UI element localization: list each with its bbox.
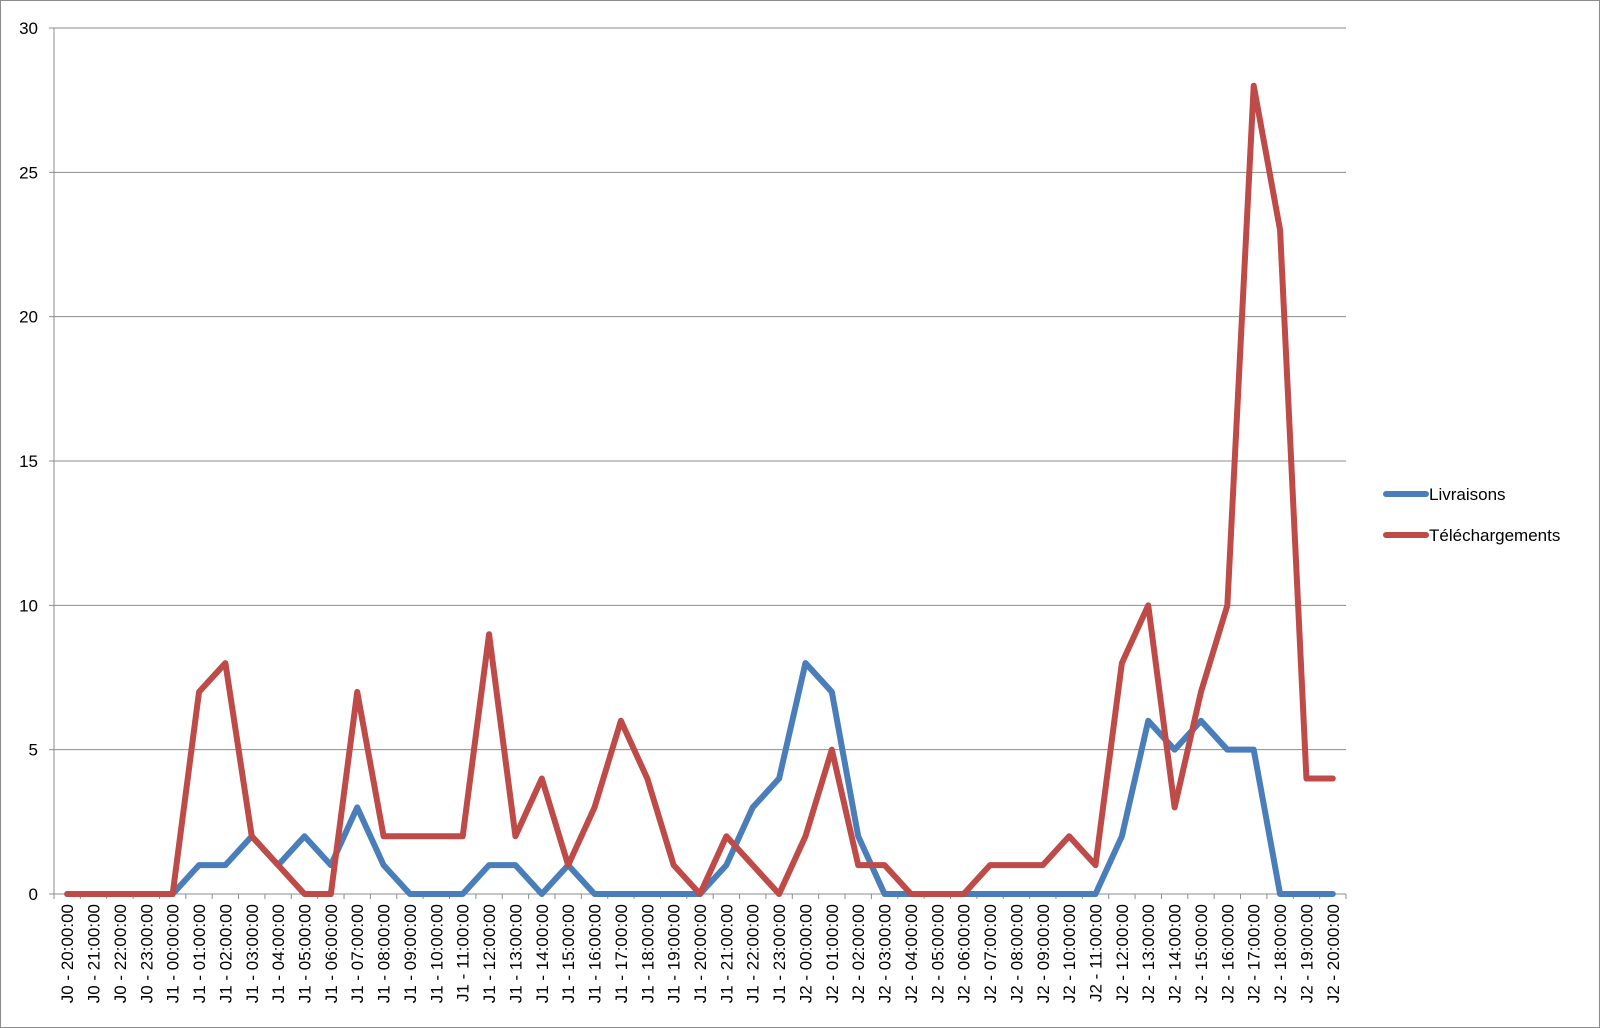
x-tick-label: J2 - 09:00:00 xyxy=(1034,904,1053,1003)
x-tick-label: J0 - 23:00:00 xyxy=(137,904,156,1003)
x-tick-label: J1 - 08:00:00 xyxy=(375,904,394,1003)
series-line-livraisons xyxy=(64,660,1336,897)
x-tick-label: J1 - 00:00:00 xyxy=(164,904,183,1003)
series-lines xyxy=(64,82,1336,897)
x-tick-label: J2 - 08:00:00 xyxy=(1007,904,1026,1003)
x-tick-label: J0 - 20:00:00 xyxy=(58,904,77,1003)
x-tick-label: J0 - 21:00:00 xyxy=(85,904,104,1003)
y-tick-label: 30 xyxy=(19,19,38,38)
legend-label: Téléchargements xyxy=(1429,526,1560,545)
x-tick-label: J1 - 12:00:00 xyxy=(480,904,499,1003)
x-tick-label: J2 - 03:00:00 xyxy=(876,904,895,1003)
x-tick-label: J1 - 06:00:00 xyxy=(322,904,341,1003)
y-tick-label: 15 xyxy=(19,452,38,471)
x-tick-label: J1 - 01:00:00 xyxy=(190,904,209,1003)
x-tick-label: J2 - 10:00:00 xyxy=(1060,904,1079,1003)
y-tick-label: 10 xyxy=(19,596,38,615)
legend-label: Livraisons xyxy=(1429,485,1506,504)
x-tick-label: J2 - 18:00:00 xyxy=(1271,904,1290,1003)
x-tick-label: J1 - 02:00:00 xyxy=(216,904,235,1003)
x-tick-label: J2 - 06:00:00 xyxy=(955,904,974,1003)
x-tick-label: J2 - 04:00:00 xyxy=(902,904,921,1003)
x-tick-label: J1 - 04:00:00 xyxy=(269,904,288,1003)
x-tick-label: J2 - 01:00:00 xyxy=(823,904,842,1003)
x-tick-label: J2 - 11:00:00 xyxy=(1087,904,1106,1002)
x-tick-label: J2 - 12:00:00 xyxy=(1113,904,1132,1003)
x-tick-label: J1 - 19:00:00 xyxy=(665,904,684,1003)
x-tick-label: J1 - 21:00:00 xyxy=(717,904,736,1003)
x-tick-label: J1 - 18:00:00 xyxy=(638,904,657,1003)
x-axis: J0 - 20:00:00 J0 - 21:00:00 J0 - 22:00:00 J… xyxy=(53,893,1347,1003)
x-tick-label: J1 - 23:00:00 xyxy=(770,904,789,1003)
x-tick-label: J1 - 07:00:00 xyxy=(348,904,367,1003)
x-tick-label: J1 - 16:00:00 xyxy=(586,904,605,1003)
x-tick-label: J1 - 17:00:00 xyxy=(612,904,631,1003)
x-tick-label: J1 - 03:00:00 xyxy=(243,904,262,1003)
x-tick-label: J1 - 13:00:00 xyxy=(506,904,525,1003)
y-tick-label: 25 xyxy=(19,163,38,182)
x-tick-label: J1 - 20:00:00 xyxy=(691,904,710,1003)
x-tick-label: J2 - 07:00:00 xyxy=(981,904,1000,1003)
x-tick-label: J2 - 02:00:00 xyxy=(849,904,868,1003)
x-tick-label: J2 - 00:00:00 xyxy=(796,904,815,1003)
x-tick-label: J1 - 11:00:00 xyxy=(454,904,473,1002)
series-line-téléchargements xyxy=(64,82,1336,897)
x-tick-label: J2 - 16:00:00 xyxy=(1218,904,1237,1003)
y-axis: 0 5 10 15 20 25 30 xyxy=(19,19,55,904)
gridlines xyxy=(54,27,1346,751)
x-tick-label: J2 - 17:00:00 xyxy=(1245,904,1264,1003)
x-tick-label: J0 - 22:00:00 xyxy=(111,904,130,1003)
x-tick-label: J1 - 05:00:00 xyxy=(295,904,314,1003)
legend: Livraisons Téléchargements xyxy=(1383,485,1560,545)
x-tick-label: J2 - 14:00:00 xyxy=(1166,904,1185,1003)
x-tick-label: J1 - 14:00:00 xyxy=(533,904,552,1003)
x-tick-label: J2 - 19:00:00 xyxy=(1297,904,1316,1003)
y-tick-label: 0 xyxy=(29,885,38,904)
y-tick-label: 5 xyxy=(29,741,38,760)
y-tick-label: 20 xyxy=(19,308,38,327)
x-tick-label: J1 - 09:00:00 xyxy=(401,904,420,1003)
x-tick-label: J1 - 15:00:00 xyxy=(559,904,578,1003)
x-tick-label: J2 - 20:00:00 xyxy=(1324,904,1343,1003)
x-tick-label: J2 - 15:00:00 xyxy=(1192,904,1211,1003)
x-tick-label: J2 - 13:00:00 xyxy=(1139,904,1158,1003)
x-tick-label: J1 - 10:00:00 xyxy=(427,904,446,1003)
x-tick-label: J1 - 22:00:00 xyxy=(744,904,763,1003)
x-tick-label: J2 - 05:00:00 xyxy=(928,904,947,1003)
